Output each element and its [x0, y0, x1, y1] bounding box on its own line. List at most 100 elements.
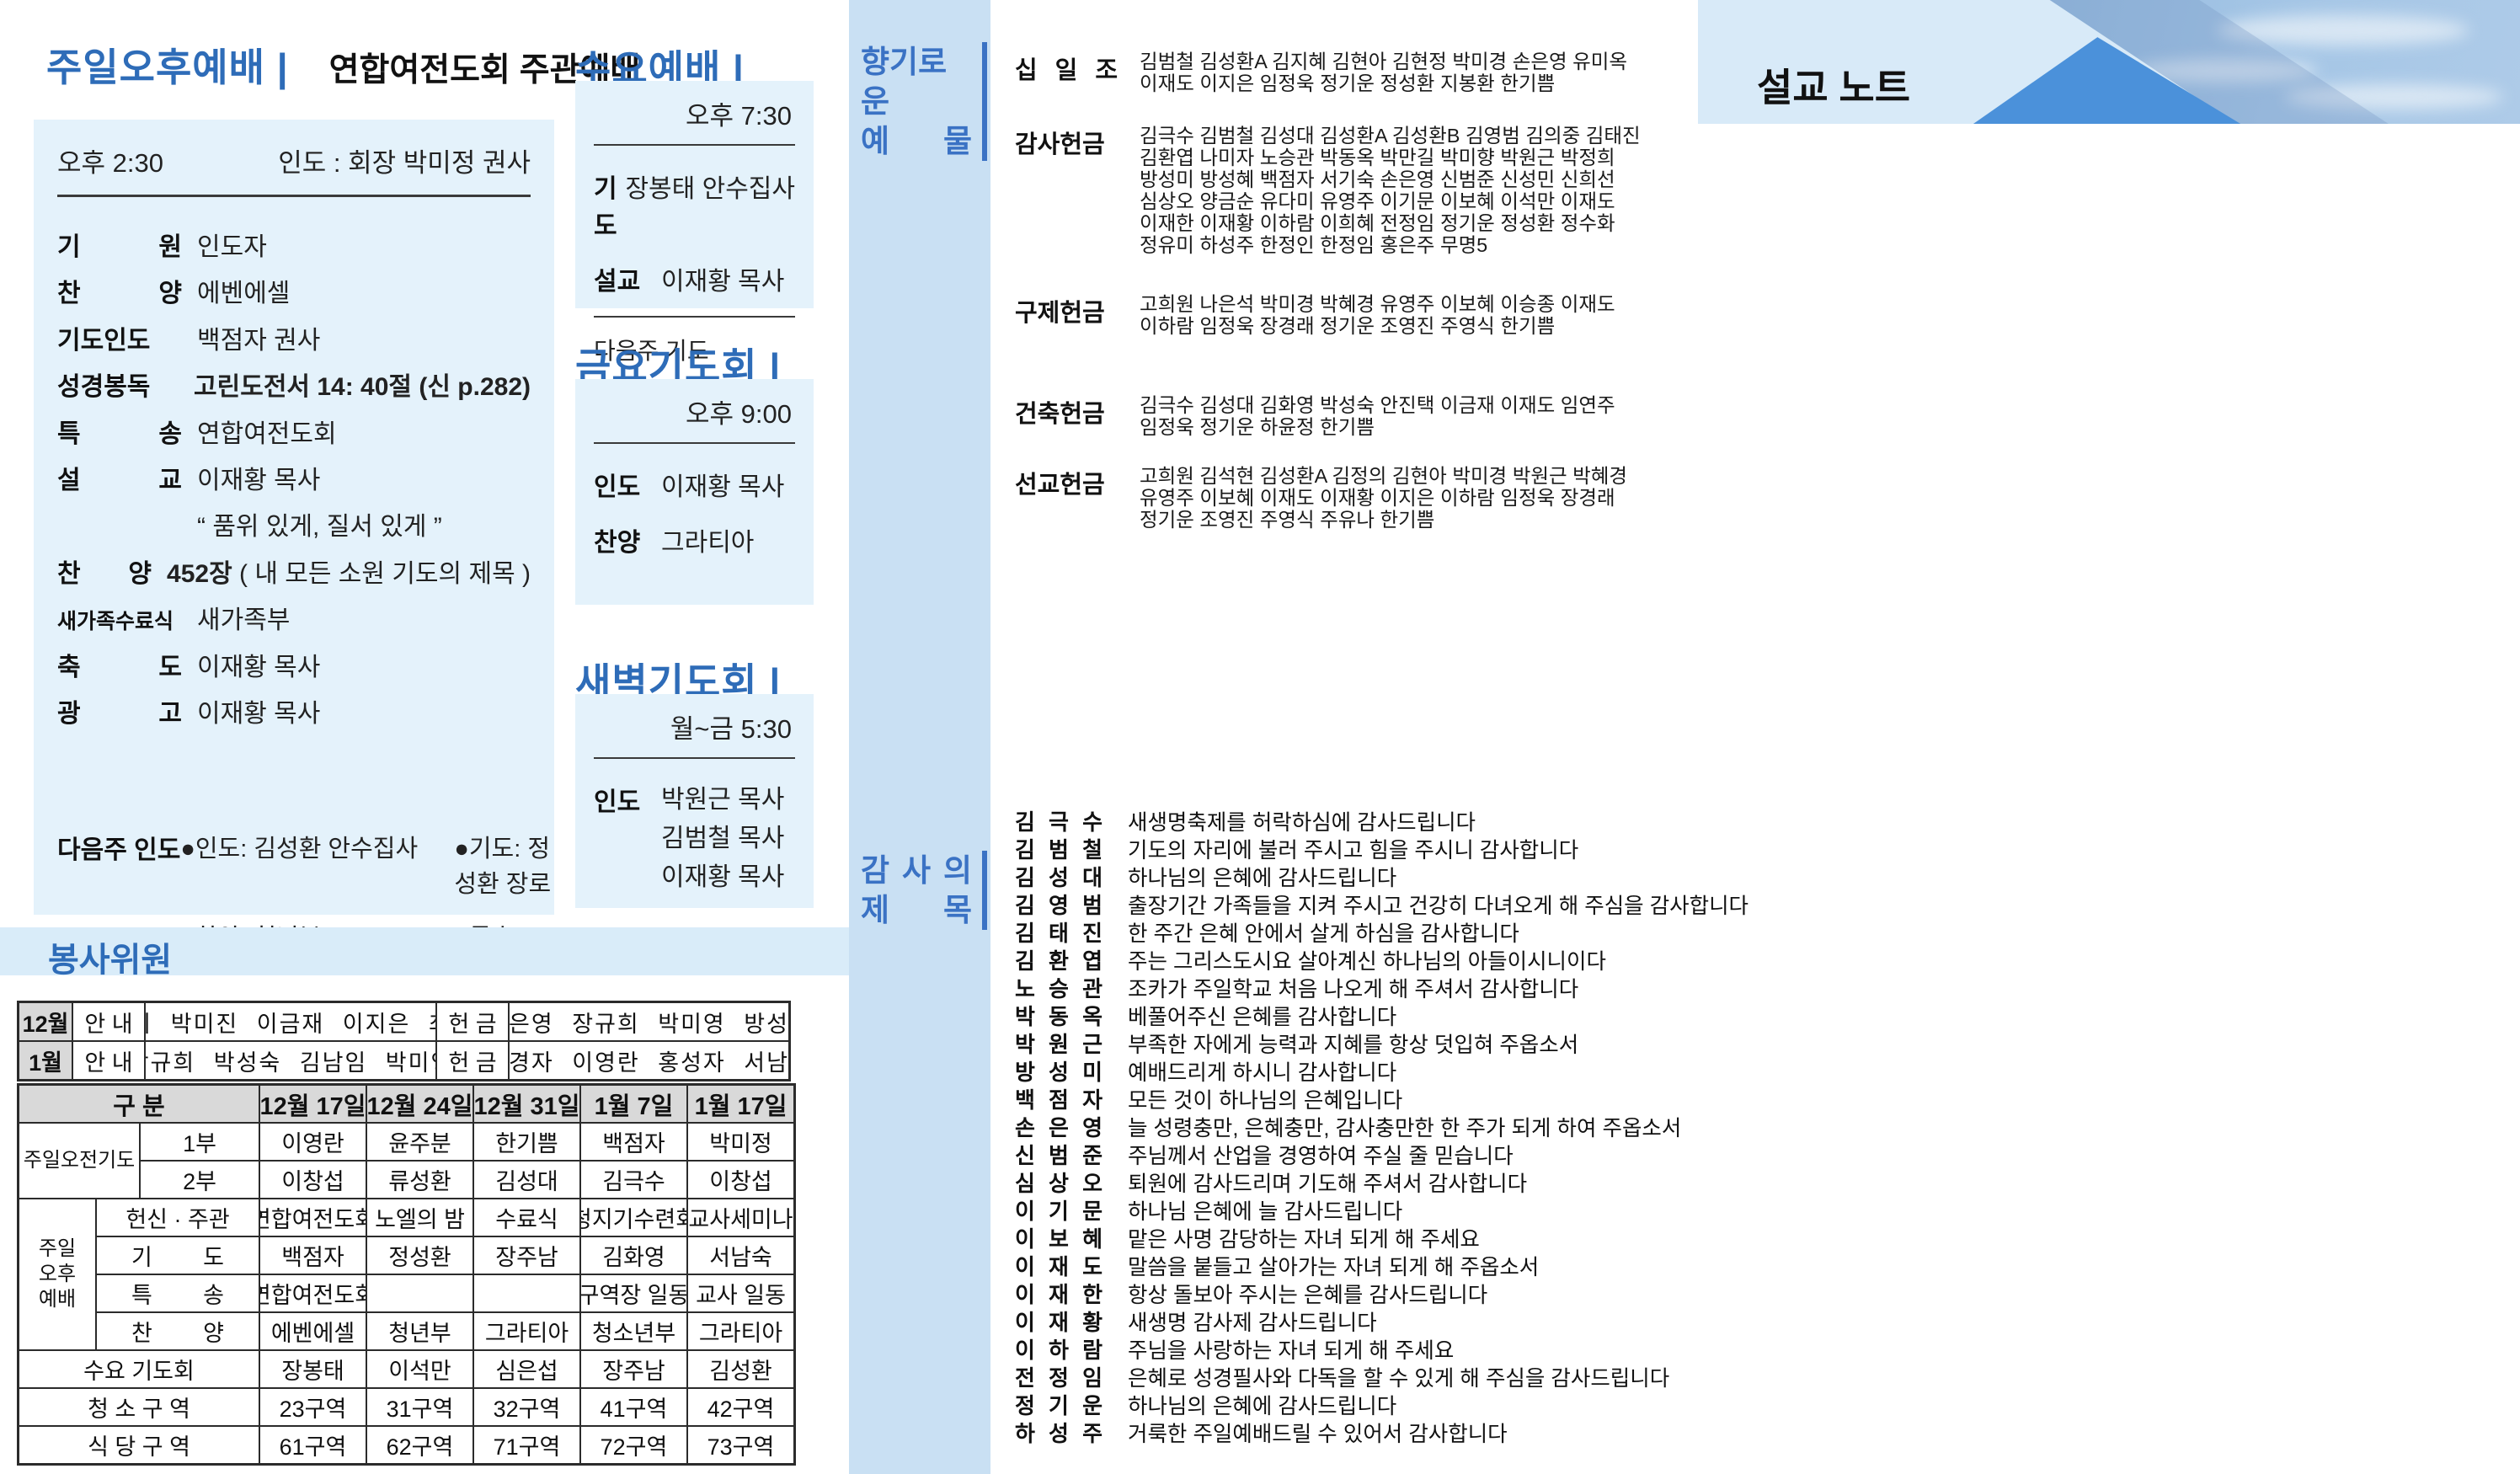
offering-type-label: 구제헌금 [1015, 300, 1105, 327]
service-row: 기도 장봉태 안수집사 [594, 168, 795, 242]
offering-names: 김범철 김성환A 김지혜 김현아 김현정 박미경 손은영 유미옥 이재도 이지은 … [1140, 51, 1627, 94]
schedule-sub-text: 특 송 [131, 1283, 224, 1308]
offering-names-line: 정유미 하성주 한정인 한정임 홍은주 무명5 [1140, 234, 1488, 256]
offering-names: 고희원 김석현 김성환A 김정의 김현아 박미경 박원근 박혜경 유영주 이보혜 … [1140, 465, 1627, 531]
schedule-cell: 서남숙 [688, 1237, 793, 1274]
thanks-text: 주는 그리스도시요 살아계신 하나님의 아들이시니이다 [1128, 950, 1606, 974]
schedule-cell: 김성환 [688, 1351, 793, 1387]
schedule-cell: 백점자 [581, 1124, 686, 1160]
thanks-name: 손 은 영 [1015, 1115, 1102, 1140]
schedule-cell: 박미정 [688, 1124, 793, 1160]
offering-names-line: 방성미 방성혜 백점자 서기숙 손은영 신범준 신성민 신희선 [1140, 168, 1615, 190]
thanks-item: 김 영 범 출장기간 가족들을 지켜 주시고 건강히 다녀오게 해 주심을 감사합… [1015, 890, 1749, 918]
middle-blue-band [849, 0, 990, 1474]
thanks-item: 박 원 근 부족한 자에게 능력과 지혜를 항상 덧입혀 주옵소서 [1015, 1029, 1749, 1057]
schedule-cell: 교사 일동 [688, 1275, 793, 1311]
divider [594, 757, 795, 759]
schedule-cell: 한기쁨 [474, 1124, 579, 1160]
thanks-text: 맡은 사명 감당하는 자녀 되게 해 주세요 [1128, 1228, 1480, 1252]
schedule-cell: 김화영 [581, 1237, 686, 1274]
thanks-text: 새생명축제를 허락하심에 감사드립니다 [1128, 811, 1476, 835]
next-week-item: ●인도: 김성환 안수집사 [180, 836, 419, 863]
thanks-item: 하 성 주 거룩한 주일예배드릴 수 있어서 감사합니다 [1015, 1418, 1749, 1446]
divider [594, 316, 795, 318]
divider [57, 195, 531, 197]
schedule-cell: 윤주분 [367, 1124, 472, 1160]
schedule-cell: 수료식 [474, 1199, 579, 1236]
service-row: 기 원 인도자 [57, 226, 531, 272]
friday-time: 오후 9:00 [686, 399, 792, 429]
thanks-item: 심 상 오 퇴원에 감사드리며 기도해 주셔서 감사합니다 [1015, 1168, 1749, 1196]
thanks-name: 박 동 옥 [1015, 1004, 1102, 1029]
schedule-cell: 연합여전도회 [260, 1275, 366, 1311]
offering-item: 구제헌금 고희원 나은석 박미경 박혜경 유영주 이보혜 이승종 이재도 이하람 임… [1015, 293, 1615, 337]
offerings-label-line1: 향기로운 [861, 45, 948, 119]
thanks-name: 김 영 범 [1015, 893, 1102, 918]
schedule-cell: 교사세미나 [688, 1199, 793, 1236]
schedule-cell: 그라티아 [688, 1313, 793, 1349]
dawn-rows: 인도 박원근 목사 김범철 목사 이재황 목사 [594, 781, 795, 897]
schedule-row-label: 식 당 구 역 [19, 1427, 259, 1463]
thanks-item: 이 보 혜 맡은 사명 감당하는 자녀 되게 해 주세요 [1015, 1224, 1749, 1252]
thanks-name: 이 재 도 [1015, 1254, 1102, 1279]
service-row: 인도 이재황 목사 [594, 466, 795, 503]
thanks-item: 노 승 관 조카가 주일학교 처음 나오게 해 주셔서 감사합니다 [1015, 974, 1749, 1001]
thanks-item: 이 기 문 하나님 은혜에 늘 감사드립니다 [1015, 1196, 1749, 1224]
offering-names: 고희원 나은석 박미경 박혜경 유영주 이보혜 이승종 이재도 이하람 임정욱 장… [1140, 293, 1615, 337]
sermon-note-title: 설교 노트 [1757, 66, 1911, 109]
thanks-text: 하나님의 은혜에 감사드립니다 [1128, 1395, 1397, 1418]
service-row-value: 연합여전도회 [197, 419, 337, 448]
service-row-value: 인도자 [197, 233, 267, 261]
thanks-text: 기도의 자리에 불러 주시고 힘을 주시니 감사합니다 [1128, 839, 1579, 863]
friday-panel: 오후 9:00 인도 이재황 목사 찬양 그라티아 [575, 379, 814, 605]
offerings-section-label: 향기로운 예 물 [861, 42, 987, 161]
thanks-name: 정 기 운 [1015, 1393, 1102, 1418]
schedule-group-label: 주일오전기도 [19, 1124, 139, 1198]
schedule-header-cell: 1월 17일 [688, 1086, 793, 1122]
thanks-name: 이 재 황 [1015, 1310, 1102, 1335]
service-row-value: 이재황 목사 [197, 466, 321, 494]
service-row-value: 백점자 권사 [197, 326, 321, 355]
thanks-label-line1: 감 사 의 [861, 853, 972, 888]
thanks-name: 신 범 준 [1015, 1143, 1102, 1168]
thanks-text: 말씀을 붙들고 살아가는 자녀 되게 해 주옵소서 [1128, 1256, 1540, 1279]
service-row-label: 설 교 [57, 466, 182, 494]
service-row-label: 찬 양 [57, 280, 182, 308]
next-week-label: 다음주 인도 [57, 836, 181, 864]
thanks-item: 이 하 람 주님을 사랑하는 자녀 되게 해 주세요 [1015, 1335, 1749, 1363]
offering-names-line: 임정욱 정기운 하윤정 한기쁨 [1140, 416, 1375, 438]
schedule-cell: 32구역 [474, 1389, 579, 1425]
schedule-cell: 이영란 [260, 1124, 366, 1160]
schedule-cell: 장주남 [581, 1351, 686, 1387]
thanks-name: 김 태 진 [1015, 921, 1102, 946]
thanks-list: 김 극 수 새생명축제를 허락하심에 감사드립니다 김 범 철 기도의 자리에 불러 … [1015, 807, 1749, 1446]
schedule-cell: 이석만 [367, 1351, 472, 1387]
thanks-name: 방 성 미 [1015, 1060, 1102, 1085]
service-row-label: 찬양 [594, 529, 641, 557]
offerings-label-line2: 예 물 [861, 124, 972, 158]
dawn-leader: 이재황 목사 [661, 863, 785, 891]
thanks-name: 이 기 문 [1015, 1199, 1102, 1224]
thanks-text: 모든 것이 하나님의 은혜입니다 [1128, 1089, 1403, 1113]
schedule-cell: 장봉태 [260, 1351, 366, 1387]
sunday-order-list: 기 원 인도자 찬 양 에벤에셀 기도인도 백점자 권사 성경봉독 고린도전서 14: 40절… [57, 226, 531, 739]
service-row-label: 축 도 [57, 653, 182, 681]
schedule-sub-label: 특 송 [97, 1275, 259, 1311]
thanks-name: 백 점 자 [1015, 1087, 1102, 1113]
schedule-cell: 구역장 일동 [581, 1275, 686, 1311]
offering-names-line: 고희원 김석현 김성환A 김정의 김현아 박미경 박원근 박혜경 [1140, 465, 1627, 487]
service-row-label: 설교 [594, 268, 641, 296]
thanks-item: 방 성 미 예배드리게 하시니 감사합니다 [1015, 1057, 1749, 1085]
service-row: 찬 양 에벤에셀 [57, 272, 531, 318]
service-row-label: 찬 양 [57, 559, 152, 588]
schedule-sub-label: 1부 [141, 1124, 259, 1160]
thanks-section-label: 감 사 의 제 목 [861, 851, 987, 930]
dawn-leader: 김범철 목사 [661, 825, 785, 852]
thanks-item: 이 재 황 새생명 감사제 감사드립니다 [1015, 1307, 1749, 1335]
service-row-label: 기도인도 [57, 326, 151, 355]
schedule-cell: 41구역 [581, 1389, 686, 1425]
service-row-label: 기도 [594, 175, 617, 240]
schedule-cell: 23구역 [260, 1389, 366, 1425]
offering-names-line: 김극수 김범철 김성대 김성환A 김성환B 김영범 김의중 김태진 [1140, 125, 1641, 147]
